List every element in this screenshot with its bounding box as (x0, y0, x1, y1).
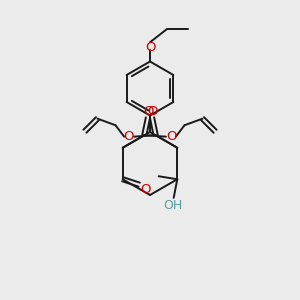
Text: O: O (166, 130, 177, 142)
Text: O: O (141, 183, 151, 196)
Text: O: O (123, 130, 134, 142)
Text: OH: OH (164, 199, 183, 212)
Text: O: O (147, 105, 157, 118)
Text: O: O (145, 41, 155, 54)
Text: O: O (143, 105, 154, 118)
